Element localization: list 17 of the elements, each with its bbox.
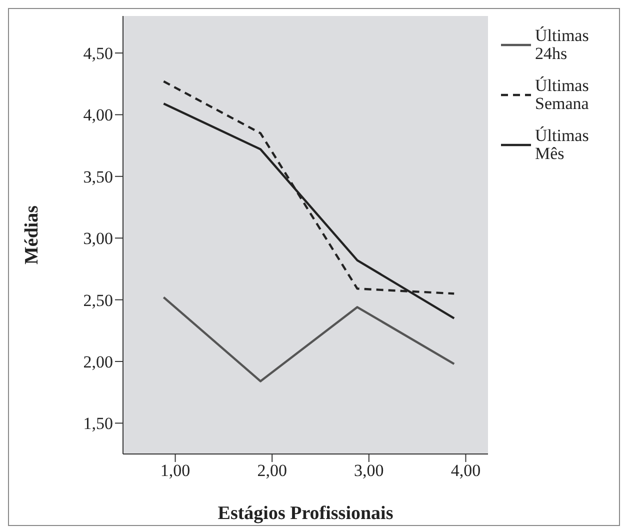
legend-label: Últimas Mês — [535, 126, 590, 163]
y-tick-label: 1,50 — [83, 414, 113, 434]
y-tick-label: 4,00 — [83, 106, 113, 125]
x-tick-label: 3,00 — [354, 461, 384, 480]
legend-label: Últimas Semana — [535, 76, 590, 113]
y-tick-label: 4,50 — [83, 44, 113, 64]
x-tick-label: 4,00 — [450, 461, 481, 480]
y-tick-label: 3,50 — [83, 167, 113, 186]
y-tick-label: 2,00 — [83, 352, 113, 372]
x-tick-label: 1,00 — [160, 461, 190, 480]
x-axis-title: Estágios Profissionais — [218, 503, 394, 524]
x-tick-label: 2,00 — [257, 461, 287, 480]
legend-label: Últimas 24hs — [535, 26, 590, 63]
line-series — [162, 296, 456, 382]
y-axis-title: Médias — [22, 205, 43, 265]
y-tick-label: 3,00 — [83, 229, 113, 248]
y-tick-label: 2,50 — [83, 290, 113, 310]
